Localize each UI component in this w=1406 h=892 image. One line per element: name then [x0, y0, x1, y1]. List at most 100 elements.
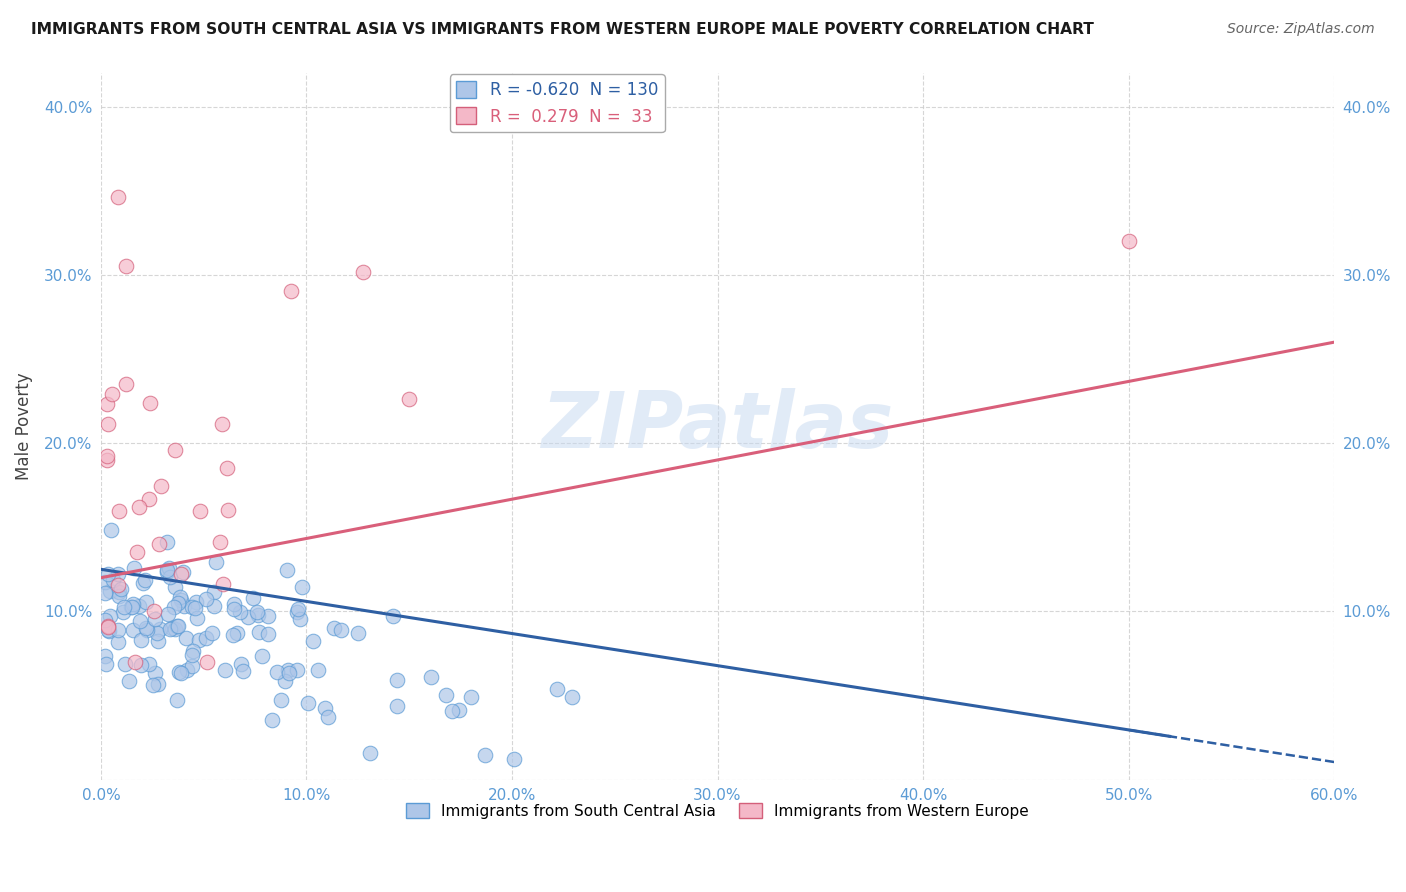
Point: [163, 599, 186, 614]
Point: [96, 397, 118, 411]
Point: [297, 696, 319, 710]
Point: [112, 600, 135, 615]
Point: [107, 623, 129, 637]
Point: [257, 627, 280, 641]
Point: [440, 704, 463, 718]
Point: [249, 624, 271, 639]
Point: [97, 620, 120, 634]
Point: [387, 673, 409, 688]
Text: IMMIGRANTS FROM SOUTH CENTRAL ASIA VS IMMIGRANTS FROM WESTERN EUROPE MALE POVERT: IMMIGRANTS FROM SOUTH CENTRAL ASIA VS IM…: [31, 22, 1094, 37]
Point: [118, 674, 141, 689]
Point: [314, 701, 336, 715]
Point: [302, 634, 325, 648]
Point: [211, 417, 233, 431]
Point: [97, 623, 120, 637]
Point: [246, 605, 269, 619]
Point: [359, 746, 381, 760]
Point: [231, 657, 253, 671]
Point: [107, 567, 129, 582]
Point: [194, 631, 217, 645]
Point: [101, 573, 124, 587]
Point: [288, 612, 311, 626]
Point: [165, 580, 187, 594]
Point: [170, 567, 193, 582]
Point: [138, 657, 160, 672]
Point: [129, 633, 152, 648]
Point: [166, 619, 188, 633]
Point: [97, 619, 120, 633]
Text: Source: ZipAtlas.com: Source: ZipAtlas.com: [1227, 22, 1375, 37]
Point: [132, 575, 155, 590]
Point: [447, 702, 470, 716]
Point: [184, 601, 207, 615]
Point: [143, 604, 166, 618]
Point: [165, 622, 187, 636]
Point: [420, 669, 443, 683]
Point: [262, 713, 284, 727]
Point: [195, 655, 218, 669]
Point: [316, 710, 339, 724]
Point: [170, 593, 193, 607]
Point: [169, 665, 191, 680]
Point: [166, 619, 188, 633]
Point: [276, 563, 298, 577]
Y-axis label: Male Poverty: Male Poverty: [15, 373, 32, 480]
Point: [232, 664, 254, 678]
Point: [157, 561, 180, 575]
Point: [100, 523, 122, 537]
Legend: Immigrants from South Central Asia, Immigrants from Western Europe: Immigrants from South Central Asia, Immi…: [401, 797, 1035, 825]
Point: [181, 648, 204, 662]
Point: [277, 666, 299, 681]
Point: [94, 575, 117, 590]
Point: [115, 259, 138, 273]
Point: [385, 699, 408, 714]
Point: [250, 649, 273, 664]
Point: [165, 442, 187, 457]
Point: [156, 563, 179, 577]
Point: [287, 663, 309, 677]
Point: [188, 632, 211, 647]
Point: [136, 623, 159, 637]
Point: [129, 657, 152, 672]
Point: [122, 623, 145, 637]
Point: [166, 693, 188, 707]
Point: [291, 580, 314, 594]
Point: [474, 747, 496, 762]
Point: [129, 614, 152, 628]
Point: [287, 602, 309, 616]
Point: [157, 607, 180, 622]
Point: [135, 621, 157, 635]
Point: [167, 665, 190, 679]
Point: [114, 376, 136, 391]
Point: [159, 570, 181, 584]
Point: [186, 610, 208, 624]
Point: [285, 605, 308, 619]
Point: [108, 504, 131, 518]
Point: [201, 625, 224, 640]
Point: [124, 655, 146, 669]
Point: [277, 664, 299, 678]
Point: [322, 621, 344, 635]
Point: [143, 665, 166, 680]
Point: [112, 605, 135, 619]
Point: [149, 479, 172, 493]
Point: [107, 190, 129, 204]
Point: [107, 634, 129, 648]
Point: [148, 634, 170, 648]
Point: [236, 610, 259, 624]
Point: [149, 622, 172, 636]
Point: [181, 658, 204, 673]
Point: [96, 453, 118, 467]
Point: [169, 590, 191, 604]
Point: [172, 565, 194, 579]
Point: [176, 663, 198, 677]
Point: [217, 503, 239, 517]
Point: [242, 591, 264, 605]
Point: [228, 605, 250, 619]
Point: [122, 560, 145, 574]
Point: [98, 608, 121, 623]
Point: [98, 583, 121, 598]
Point: [107, 585, 129, 599]
Point: [142, 677, 165, 691]
Point: [94, 657, 117, 671]
